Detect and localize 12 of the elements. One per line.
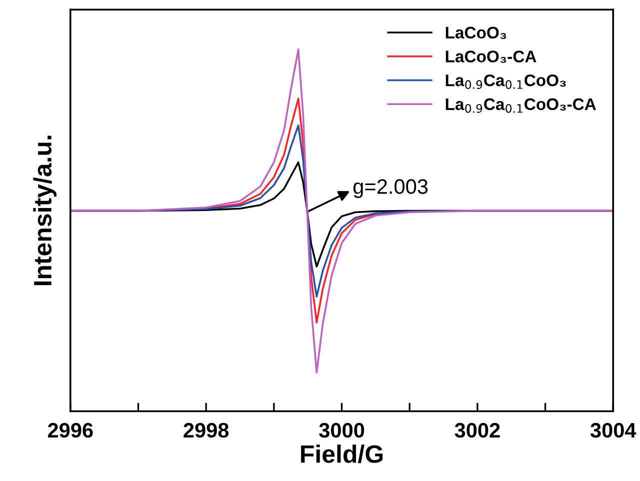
legend-label: La$_{0.9}$Ca$_{0.1}$CoO₃-CA	[446, 98, 596, 113]
x-tick-label: 3000	[319, 422, 364, 438]
x-axis-title: Field/G	[301, 444, 383, 464]
legend-label: LaCoO₃	[446, 26, 506, 39]
legend-label: LaCoO₃-CA	[446, 50, 536, 63]
x-tick-label: 3002	[454, 422, 500, 438]
y-axis-title: Intensity/a.u.	[33, 136, 57, 286]
annotation: g=2.003	[353, 179, 428, 198]
legend-label: La$_{0.9}$Ca$_{0.1}$CoO₃	[446, 74, 566, 89]
x-tick-label: 2996	[48, 422, 93, 438]
x-tick-label: 3004	[590, 422, 636, 438]
x-tick-label: 2998	[184, 422, 229, 438]
